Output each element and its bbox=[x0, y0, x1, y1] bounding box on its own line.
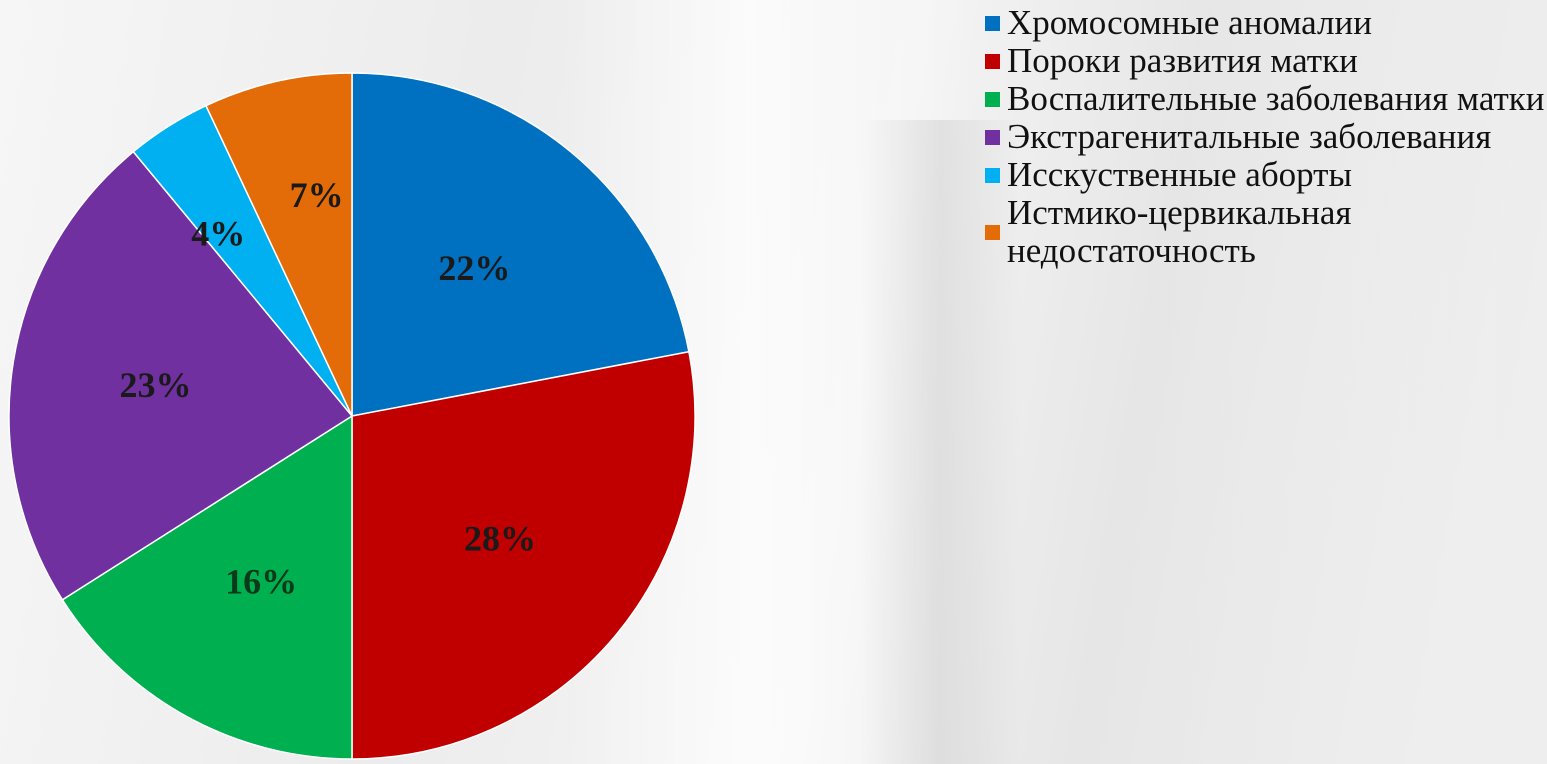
legend-item-4: Экстрагенитальные заболевания bbox=[985, 118, 1545, 156]
pie-data-labels: 22% 28% 16% 23% 4% 7% bbox=[120, 175, 537, 601]
legend-label: Исскуственные аборты bbox=[1007, 155, 1352, 194]
legend-item-5: Исскуственные аборты bbox=[985, 156, 1545, 194]
legend-label: Воспалительные заболевания матки bbox=[1007, 79, 1545, 118]
data-label-6: 7% bbox=[290, 175, 344, 215]
chart-legend: Хромосомные аномалии Пороки развития матк… bbox=[985, 4, 1545, 270]
legend-item-6: Истмико-цервикальная недостаточность bbox=[985, 194, 1545, 270]
legend-swatch bbox=[985, 15, 1000, 31]
pie-slice-6 bbox=[204, 72, 353, 417]
data-label-4: 23% bbox=[120, 365, 192, 405]
legend-label: Пороки развития матки bbox=[1007, 41, 1358, 80]
legend-item-2: Пороки развития матки bbox=[985, 42, 1545, 80]
data-label-2: 28% bbox=[464, 518, 536, 558]
legend-label: Экстрагенитальные заболевания bbox=[1007, 117, 1492, 156]
legend-label: Истмико-цервикальная недостаточность bbox=[1007, 193, 1352, 270]
legend-swatch bbox=[985, 167, 1000, 183]
legend-label: Хромосомные аномалии bbox=[1007, 3, 1372, 42]
data-label-5: 4% bbox=[191, 214, 245, 254]
pie-slice-2 bbox=[351, 350, 696, 760]
legend-swatch bbox=[985, 224, 1000, 240]
data-label-3: 16% bbox=[225, 561, 297, 601]
legend-swatch bbox=[985, 129, 1000, 145]
pie-slices bbox=[8, 72, 696, 760]
legend-swatch bbox=[985, 91, 1000, 107]
pie-slice-4 bbox=[8, 150, 354, 601]
pie-slice-1 bbox=[351, 72, 690, 417]
legend-swatch bbox=[985, 53, 1000, 69]
data-label-1: 22% bbox=[438, 248, 510, 288]
legend-item-1: Хромосомные аномалии bbox=[985, 4, 1545, 42]
legend-item-3: Воспалительные заболевания матки bbox=[985, 80, 1545, 118]
pie-slice-3 bbox=[61, 414, 353, 760]
